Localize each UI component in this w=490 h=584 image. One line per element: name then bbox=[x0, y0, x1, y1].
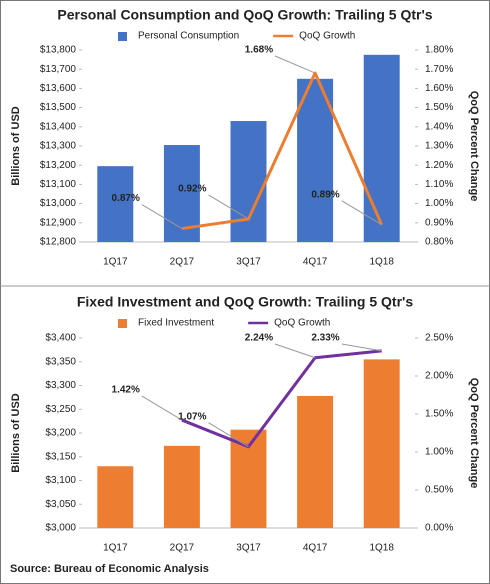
y2-tick-label: 1.40% bbox=[425, 121, 453, 132]
y-tick-label: $13,200 bbox=[40, 160, 77, 171]
y-tick-label: $3,200 bbox=[45, 428, 76, 439]
bar bbox=[97, 466, 134, 528]
y-tick-label: $3,150 bbox=[45, 451, 76, 462]
legend-swatch bbox=[118, 319, 127, 328]
legend-label: QoQ Growth bbox=[299, 31, 355, 42]
y2-tick-label: 0.00% bbox=[425, 523, 453, 534]
chart-title: Personal Consumption and QoQ Growth: Tra… bbox=[57, 7, 432, 23]
bar bbox=[363, 359, 400, 528]
y-axis-title: Billions of USD bbox=[10, 393, 22, 473]
data-label: 1.07% bbox=[178, 411, 206, 422]
y2-tick-label: 1.30% bbox=[425, 141, 453, 152]
y-tick-label: $12,900 bbox=[40, 217, 77, 228]
y-tick-label: $3,250 bbox=[45, 404, 76, 415]
leader-line bbox=[208, 422, 249, 448]
x-tick-label: 3Q17 bbox=[236, 543, 261, 554]
line bbox=[181, 71, 384, 231]
leader-line bbox=[341, 343, 382, 352]
data-label: 2.33% bbox=[311, 333, 339, 344]
leader-line bbox=[141, 204, 183, 229]
y-tick-label: $13,800 bbox=[40, 45, 77, 56]
leader-line bbox=[274, 55, 316, 74]
bar bbox=[297, 78, 334, 242]
x-tick-label: 1Q17 bbox=[103, 257, 128, 268]
y-tick-label: $13,400 bbox=[40, 121, 77, 132]
data-label: 2.24% bbox=[245, 333, 273, 344]
leader-line bbox=[208, 194, 249, 220]
y2-axis-title: QoQ Percent Change bbox=[468, 378, 480, 489]
x-tick-label: 4Q17 bbox=[303, 257, 328, 268]
y2-tick-label: 2.50% bbox=[425, 333, 453, 344]
y2-tick-label: 1.60% bbox=[425, 83, 453, 94]
y-tick-label: $13,300 bbox=[40, 141, 77, 152]
y-tick-label: $3,300 bbox=[45, 380, 76, 391]
x-tick-label: 2Q17 bbox=[170, 543, 195, 554]
y-tick-label: $3,000 bbox=[45, 523, 76, 534]
y2-tick-label: 1.50% bbox=[425, 102, 453, 113]
bar bbox=[97, 166, 134, 242]
data-label: 0.92% bbox=[178, 184, 206, 195]
y2-tick-label: 1.20% bbox=[425, 160, 453, 171]
y-tick-label: $13,700 bbox=[40, 64, 77, 75]
y2-tick-label: 1.50% bbox=[425, 409, 453, 420]
x-tick-label: 1Q17 bbox=[103, 543, 128, 554]
y-tick-label: $13,600 bbox=[40, 83, 77, 94]
data-label: 1.42% bbox=[112, 385, 140, 396]
legend-label: Fixed Investment bbox=[138, 318, 214, 329]
y-tick-label: $13,500 bbox=[40, 102, 77, 113]
y2-tick-label: 0.90% bbox=[425, 217, 453, 228]
chart-title: Fixed Investment and QoQ Growth: Trailin… bbox=[77, 294, 413, 310]
bar bbox=[163, 445, 200, 528]
y2-tick-label: 1.10% bbox=[425, 179, 453, 190]
data-label: 0.87% bbox=[112, 193, 140, 204]
y-tick-label: $12,800 bbox=[40, 237, 77, 248]
y-tick-label: $3,100 bbox=[45, 475, 76, 486]
y2-tick-label: 1.00% bbox=[425, 198, 453, 209]
y2-tick-label: 1.70% bbox=[425, 64, 453, 75]
leader-line bbox=[141, 395, 183, 421]
y2-tick-label: 1.00% bbox=[425, 447, 453, 458]
y-tick-label: $3,350 bbox=[45, 356, 76, 367]
y2-tick-label: 2.00% bbox=[425, 371, 453, 382]
y2-tick-label: 0.50% bbox=[425, 485, 453, 496]
x-tick-label: 1Q18 bbox=[369, 257, 394, 268]
x-tick-label: 3Q17 bbox=[236, 257, 261, 268]
legend-label: QoQ Growth bbox=[274, 318, 330, 329]
legend-label: Personal Consumption bbox=[138, 31, 239, 42]
bar bbox=[230, 121, 267, 242]
x-tick-label: 4Q17 bbox=[303, 543, 328, 554]
source: Source: Bureau of Economic Analysis bbox=[10, 563, 209, 575]
y-tick-label: $13,000 bbox=[40, 198, 77, 209]
leader-line bbox=[274, 343, 316, 359]
bar bbox=[363, 54, 400, 242]
line bbox=[181, 349, 382, 449]
y2-tick-label: 0.80% bbox=[425, 237, 453, 248]
data-label: 1.68% bbox=[245, 45, 273, 56]
bar bbox=[297, 395, 334, 528]
y2-tick-label: 1.80% bbox=[425, 45, 453, 56]
x-tick-label: 1Q18 bbox=[369, 543, 394, 554]
y-tick-label: $3,400 bbox=[45, 333, 76, 344]
data-label: 0.89% bbox=[311, 189, 339, 200]
y-axis-title: Billions of USD bbox=[10, 106, 22, 186]
y2-axis-title: QoQ Percent Change bbox=[468, 91, 480, 202]
y-tick-label: $13,100 bbox=[40, 179, 77, 190]
legend-swatch bbox=[118, 32, 127, 41]
x-tick-label: 2Q17 bbox=[170, 257, 195, 268]
leader-line bbox=[341, 200, 382, 226]
y-tick-label: $3,050 bbox=[45, 499, 76, 510]
